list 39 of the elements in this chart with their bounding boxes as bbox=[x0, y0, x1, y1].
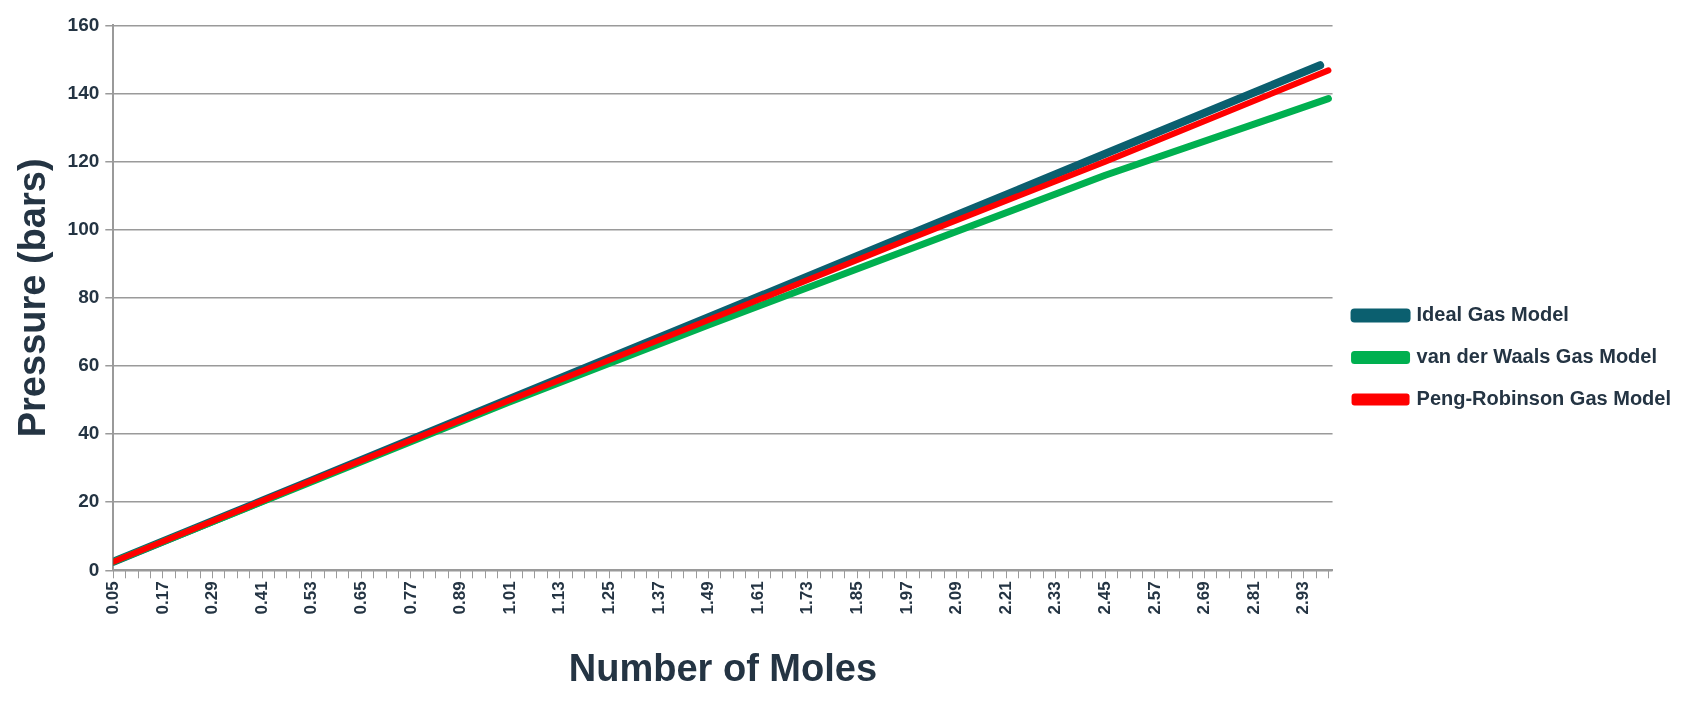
x-tick-label: 0.17 bbox=[152, 581, 172, 615]
x-tick-label: 0.65 bbox=[350, 581, 370, 615]
y-tick-label: 20 bbox=[78, 490, 100, 512]
x-tick-label: 1.49 bbox=[698, 581, 718, 615]
x-tick-label: 2.09 bbox=[946, 581, 966, 615]
y-tick-label: 120 bbox=[67, 149, 100, 171]
x-tick-label: 2.33 bbox=[1045, 581, 1065, 615]
x-tick-label: 2.93 bbox=[1293, 581, 1313, 615]
x-tick-label: 2.21 bbox=[995, 581, 1015, 615]
x-tick-label: 0.05 bbox=[102, 581, 122, 615]
y-tick-label: 80 bbox=[78, 286, 100, 308]
legend-label: Ideal Gas Model bbox=[1416, 303, 1569, 326]
x-tick-label: 1.37 bbox=[648, 581, 668, 615]
x-tick-label: 2.45 bbox=[1094, 581, 1114, 615]
legend-label: van der Waals Gas Model bbox=[1416, 345, 1657, 368]
x-tick-label: 1.01 bbox=[499, 581, 519, 615]
x-tick-label: 2.81 bbox=[1243, 581, 1263, 615]
x-tick-label: 1.97 bbox=[896, 581, 916, 615]
x-tick-label: 1.25 bbox=[598, 581, 618, 615]
y-tick-label: 0 bbox=[88, 558, 100, 580]
y-tick-label: 40 bbox=[78, 422, 100, 444]
y-tick-label: 60 bbox=[78, 354, 100, 376]
x-tick-label: 2.57 bbox=[1144, 581, 1164, 615]
x-tick-label: 1.61 bbox=[747, 581, 767, 615]
x-tick-label: 1.85 bbox=[846, 581, 866, 615]
y-tick-label: 160 bbox=[67, 13, 100, 35]
x-tick-label: 2.69 bbox=[1194, 581, 1214, 615]
x-tick-label: 1.73 bbox=[797, 581, 817, 615]
legend-label: Peng-Robinson Gas Model bbox=[1416, 387, 1671, 410]
x-tick-label: 1.13 bbox=[549, 581, 569, 615]
y-axis-title: Pressure (bars) bbox=[11, 158, 54, 438]
x-tick-label: 0.29 bbox=[202, 581, 222, 615]
x-tick-label: 0.41 bbox=[251, 581, 271, 615]
x-axis-title: Number of Moles bbox=[568, 646, 878, 689]
x-tick-label: 0.89 bbox=[450, 581, 470, 615]
y-tick-label: 100 bbox=[67, 217, 100, 239]
y-tick-label: 140 bbox=[67, 81, 100, 103]
x-tick-label: 0.53 bbox=[301, 581, 321, 615]
x-tick-label: 0.77 bbox=[400, 581, 420, 615]
